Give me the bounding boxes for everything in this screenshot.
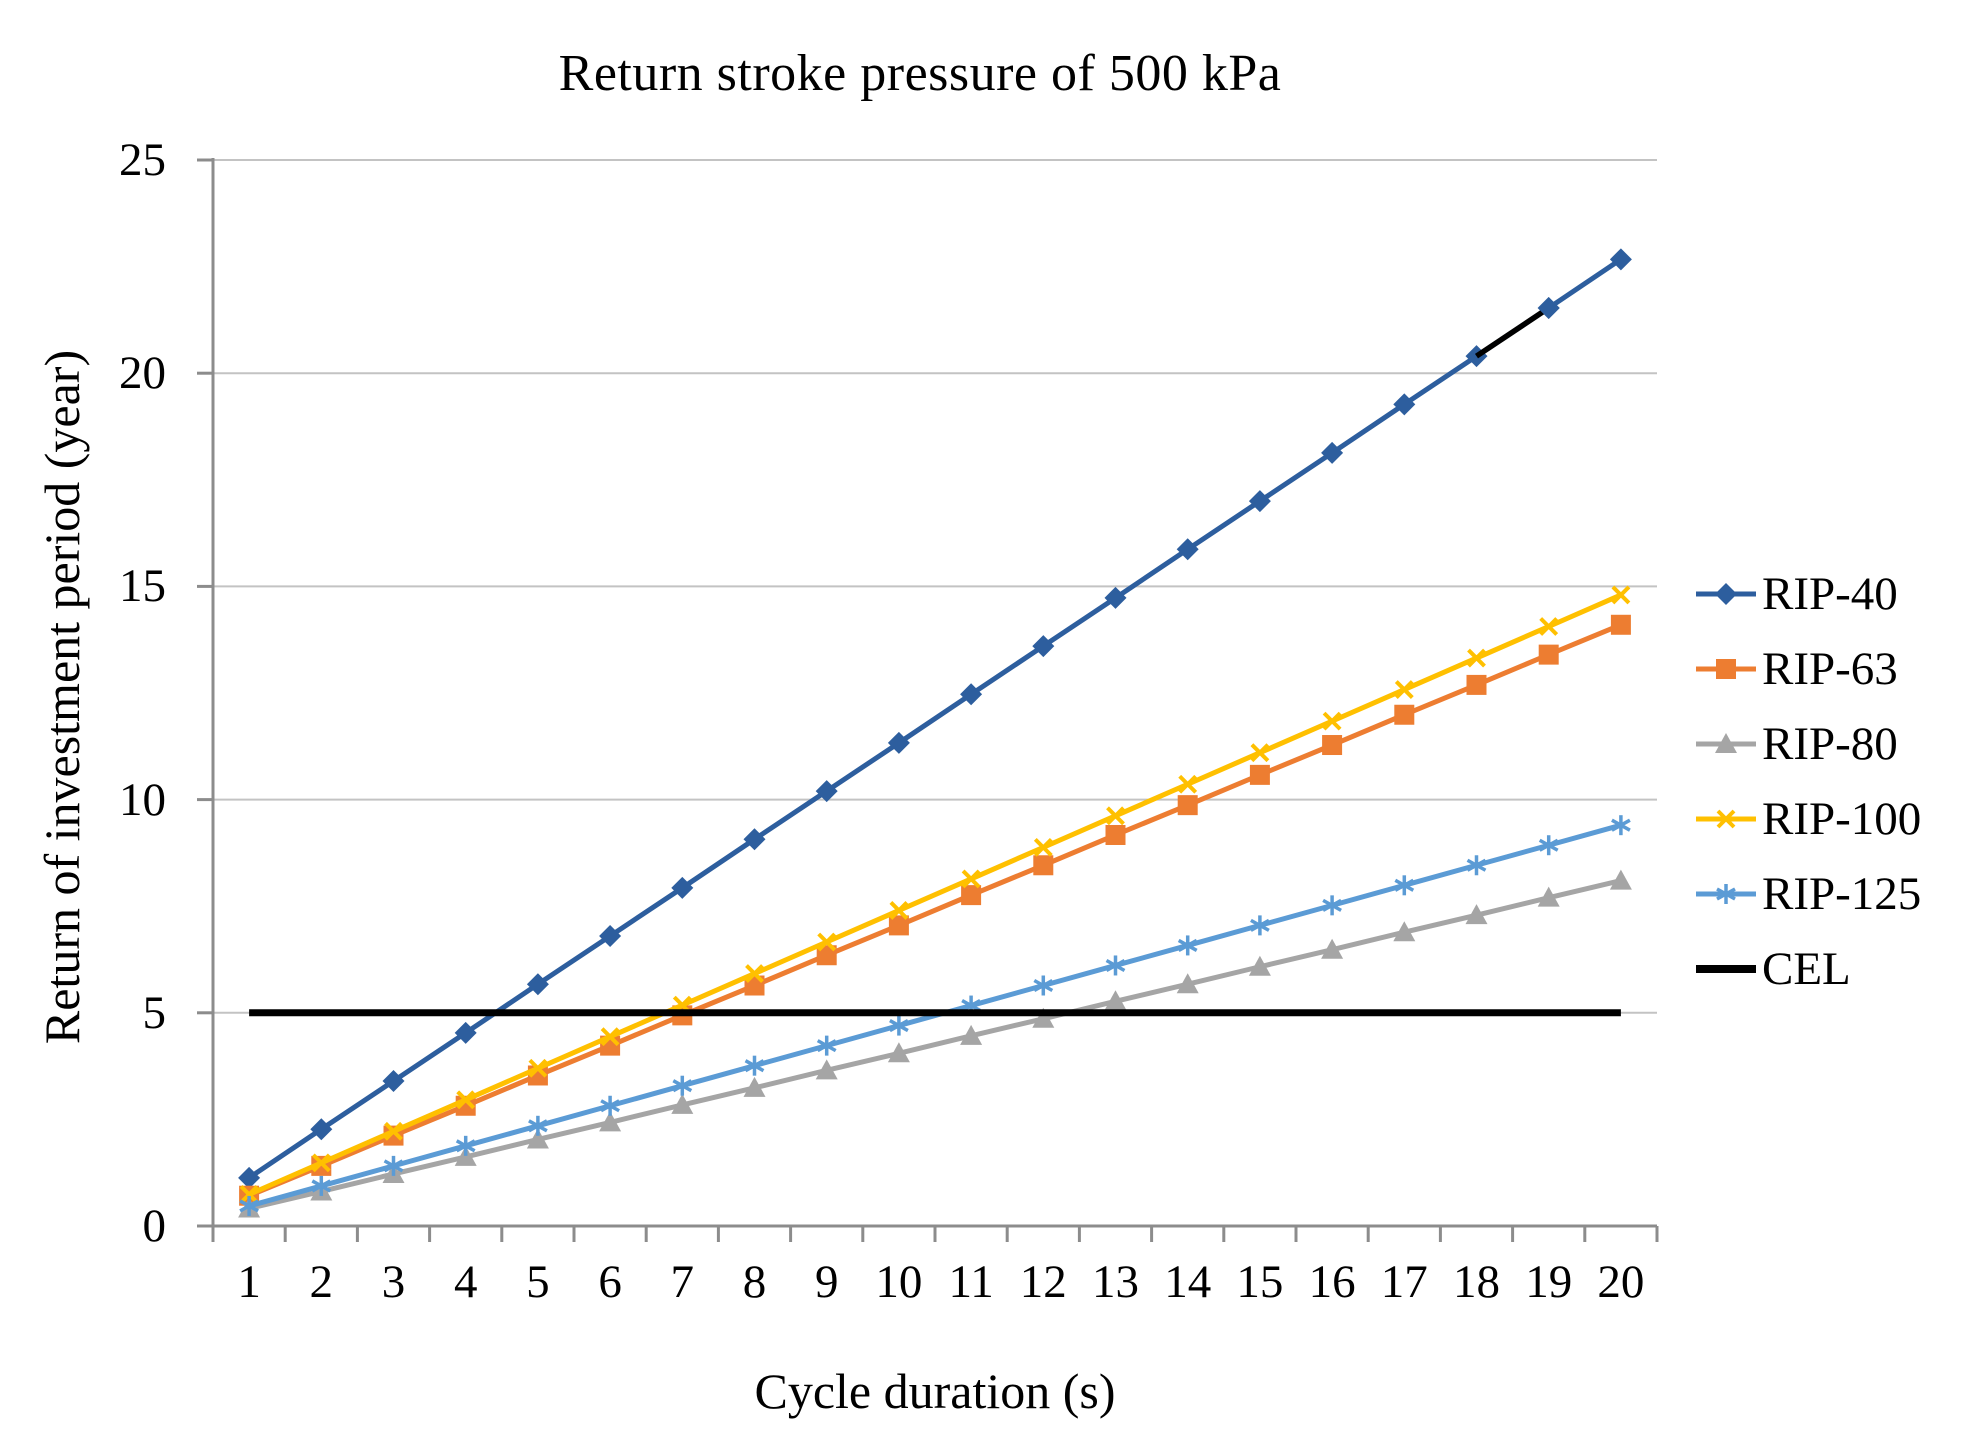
legend-label: RIP-100 [1762, 792, 1922, 845]
x-tick-label: 12 [1019, 1256, 1067, 1308]
x-tick-label: 20 [1597, 1256, 1645, 1308]
x-tick-label: 7 [670, 1256, 695, 1308]
x-tick-label: 5 [526, 1256, 550, 1308]
x-tick-label: 3 [381, 1256, 406, 1308]
x-tick-label: 9 [814, 1256, 839, 1308]
legend-label: RIP-40 [1762, 567, 1898, 620]
line-legend-marker-icon [1696, 964, 1756, 973]
y-tick-label: 15 [119, 560, 166, 613]
legend-label: RIP-125 [1762, 867, 1922, 920]
x-tick-label: 6 [598, 1256, 622, 1308]
legend-label: CEL [1762, 942, 1851, 995]
x-tick-label: 16 [1308, 1256, 1356, 1308]
x-tick-label: 4 [453, 1256, 478, 1308]
series-RIP-40 [238, 248, 1632, 1189]
legend-item-CEL: CEL [1692, 931, 1921, 1006]
legend-label: RIP-80 [1762, 717, 1898, 770]
x-tick-label: 1 [237, 1256, 261, 1308]
legend-item-RIP-100: RIP-100 [1692, 781, 1921, 856]
x-tick-label: 17 [1380, 1256, 1428, 1308]
series-RIP-80 [238, 869, 1632, 1218]
x-tick-label: 14 [1164, 1256, 1212, 1308]
series-RIP-63 [239, 614, 1631, 1206]
triangle-legend-marker-icon [1696, 732, 1756, 753]
y-tick-label: 10 [119, 773, 166, 826]
legend-item-RIP-40: RIP-40 [1692, 556, 1921, 631]
x-tick-label: 2 [309, 1256, 334, 1308]
legend-item-RIP-63: RIP-63 [1692, 631, 1921, 706]
y-tick-label: 25 [119, 134, 166, 186]
legend-item-RIP-125: RIP-125 [1692, 856, 1921, 931]
series-RIP-100 [239, 585, 1631, 1204]
asterisk-legend-marker-icon [1696, 883, 1756, 904]
x-tick-label: 8 [742, 1256, 767, 1308]
x-axis-title: Cycle duration (s) [754, 1363, 1116, 1419]
legend-label: RIP-63 [1762, 642, 1898, 695]
legend-item-RIP-80: RIP-80 [1692, 706, 1921, 781]
x-tick-label: 13 [1092, 1256, 1139, 1308]
x-legend-marker-icon [1696, 809, 1756, 828]
x-tick-label: 11 [948, 1256, 994, 1308]
diamond-legend-marker-icon [1696, 582, 1756, 605]
y-tick-label: 0 [142, 1200, 167, 1252]
y-tick-label: 5 [142, 986, 167, 1039]
x-tick-label: 18 [1453, 1256, 1500, 1308]
y-axis-title: Return of investment period (year) [34, 349, 90, 1045]
chart-title: Return stroke pressure of 500 kPa [558, 45, 1282, 102]
legend: RIP-40 RIP-63 RIP-80 RIP-100 RIP-125 CEL [1692, 556, 1921, 1006]
x-tick-label: 19 [1525, 1256, 1573, 1308]
square-legend-marker-icon [1696, 658, 1756, 679]
x-tick-label: 10 [875, 1256, 923, 1308]
x-tick-label: 15 [1236, 1256, 1284, 1308]
y-tick-label: 20 [119, 347, 166, 400]
